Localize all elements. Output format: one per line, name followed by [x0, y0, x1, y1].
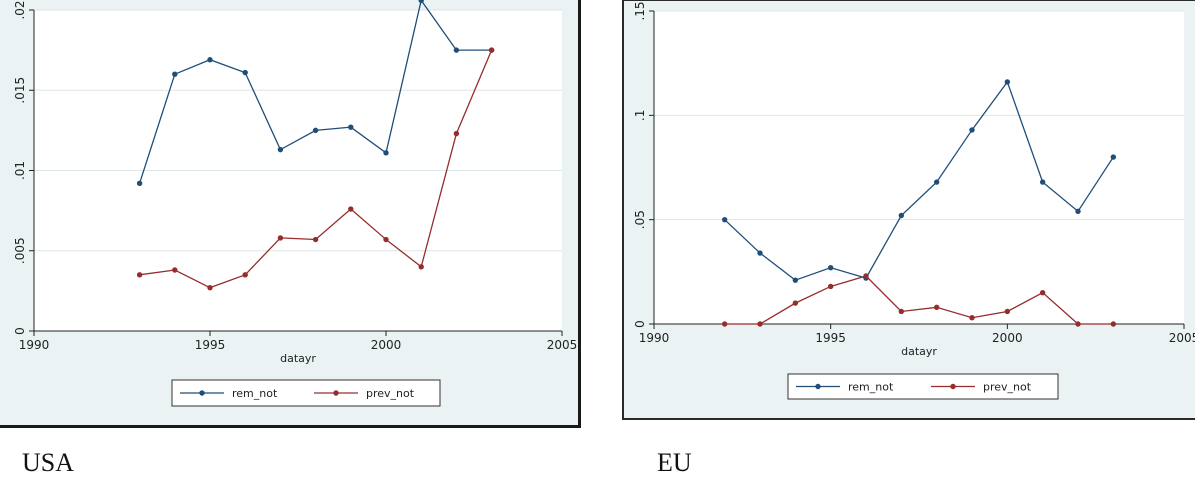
data-point-rem_not: [898, 212, 905, 219]
y-tick-label: .05: [633, 210, 647, 229]
data-point-prev_not: [312, 236, 319, 243]
y-tick-label: .15: [633, 1, 647, 20]
data-point-prev_not: [757, 321, 763, 327]
legend-key-marker: [950, 383, 956, 390]
data-point-rem_not: [969, 127, 975, 133]
data-point-prev_not: [792, 300, 799, 306]
data-point-rem_not: [207, 57, 213, 63]
x-axis-title: datayr: [280, 352, 316, 365]
data-point-rem_not: [827, 264, 834, 271]
chart-panel-usa: 0 .005 .01 .015 .02 1990 1995 2000 2005 datayr rem…: [0, 0, 581, 428]
y-tick-label: 0: [633, 320, 647, 328]
data-point-prev_not: [969, 315, 975, 321]
data-point-rem_not: [721, 216, 728, 223]
data-point-rem_not: [1004, 79, 1011, 85]
series-line-rem_not: [724, 80, 1114, 281]
y-tick-label: 0: [13, 327, 27, 335]
x-axis-title: datayr: [901, 345, 937, 358]
y-tick-label: .005: [13, 237, 27, 264]
y-tick-label: .02: [13, 0, 27, 19]
data-point-prev_not: [383, 236, 389, 243]
data-point-rem_not: [348, 124, 354, 130]
legend-label: rem_not: [848, 381, 894, 394]
data-point-rem_not: [792, 277, 799, 283]
legend-label: rem_not: [232, 387, 278, 400]
data-point-prev_not: [242, 272, 248, 278]
legend-label: prev_not: [366, 387, 415, 400]
caption-eu: EU: [657, 448, 692, 477]
data-point-prev_not: [453, 130, 460, 137]
data-point-rem_not: [312, 127, 319, 134]
y-tick-label: .1: [633, 110, 647, 121]
data-point-rem_not: [172, 71, 178, 77]
data-point-prev_not: [863, 273, 869, 279]
data-point-prev_not: [1075, 321, 1081, 327]
data-point-prev_not: [277, 235, 284, 241]
data-point-prev_not: [1039, 290, 1046, 296]
data-point-prev_not: [1004, 308, 1011, 315]
data-point-rem_not: [453, 47, 460, 53]
data-point-rem_not: [933, 179, 940, 185]
legend-label: prev_not: [983, 381, 1032, 394]
x-tick-label: 1990: [639, 331, 670, 345]
data-point-prev_not: [207, 284, 213, 291]
x-tick-label: 2000: [992, 331, 1023, 345]
data-point-prev_not: [827, 283, 834, 290]
data-point-prev_not: [933, 304, 940, 311]
x-tick-label: 2000: [371, 338, 402, 352]
data-point-rem_not: [1075, 208, 1081, 215]
data-point-rem_not: [1110, 154, 1117, 160]
data-point-prev_not: [348, 206, 354, 212]
data-point-rem_not: [757, 250, 763, 256]
x-tick-label: 1990: [19, 338, 50, 352]
data-point-prev_not: [172, 267, 178, 273]
data-point-prev_not: [721, 321, 728, 327]
legend-key-marker: [815, 383, 821, 390]
data-point-rem_not: [418, 0, 424, 4]
data-point-prev_not: [488, 47, 495, 53]
chart-panel-eu: 0 .05 .1 .15 1990 1995 2000 2005 datayr rem_not pr…: [622, 0, 1195, 420]
chart-eu: 0 .05 .1 .15 1990 1995 2000 2005 datayr rem_not pr…: [633, 1, 1195, 400]
x-tick-label: 1995: [195, 338, 226, 352]
data-point-prev_not: [898, 308, 905, 315]
x-tick-label: 1995: [815, 331, 846, 345]
legend-key-marker: [333, 390, 339, 396]
caption-usa: USA: [22, 448, 75, 477]
y-tick-label: .01: [13, 161, 27, 180]
series-line-prev_not: [724, 275, 1114, 325]
data-point-prev_not: [1110, 321, 1117, 327]
data-point-rem_not: [277, 146, 284, 153]
x-tick-label: 2005: [1169, 331, 1195, 345]
data-point-rem_not: [136, 180, 143, 187]
plot-area: [654, 11, 1184, 324]
data-point-prev_not: [136, 272, 143, 278]
data-point-rem_not: [383, 150, 389, 156]
data-point-prev_not: [418, 264, 424, 270]
data-point-rem_not: [242, 69, 248, 76]
x-tick-label: 2005: [547, 338, 578, 352]
legend-box: [787, 373, 1059, 400]
y-tick-label: .015: [13, 77, 27, 104]
legend-key-marker: [199, 390, 205, 396]
data-point-rem_not: [1039, 179, 1046, 185]
chart-usa: 0 .005 .01 .015 .02 1990 1995 2000 2005 datayr rem…: [13, 0, 578, 407]
